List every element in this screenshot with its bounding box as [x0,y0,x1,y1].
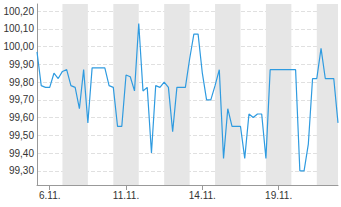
svg-text:11.11.: 11.11. [113,190,139,201]
svg-text:100,10: 100,10 [3,23,34,34]
svg-text:100,20: 100,20 [3,6,34,17]
svg-text:6.11.: 6.11. [39,190,61,201]
svg-text:99,40: 99,40 [9,148,34,159]
svg-text:19.11.: 19.11. [265,190,292,201]
svg-text:100,00: 100,00 [3,41,34,52]
svg-text:99,80: 99,80 [9,77,34,88]
svg-text:99,70: 99,70 [9,94,34,105]
svg-text:99,60: 99,60 [9,112,34,123]
svg-text:14.11.: 14.11. [189,190,216,201]
svg-text:99,90: 99,90 [9,59,34,70]
svg-text:99,30: 99,30 [9,165,34,176]
svg-text:99,50: 99,50 [9,130,34,141]
